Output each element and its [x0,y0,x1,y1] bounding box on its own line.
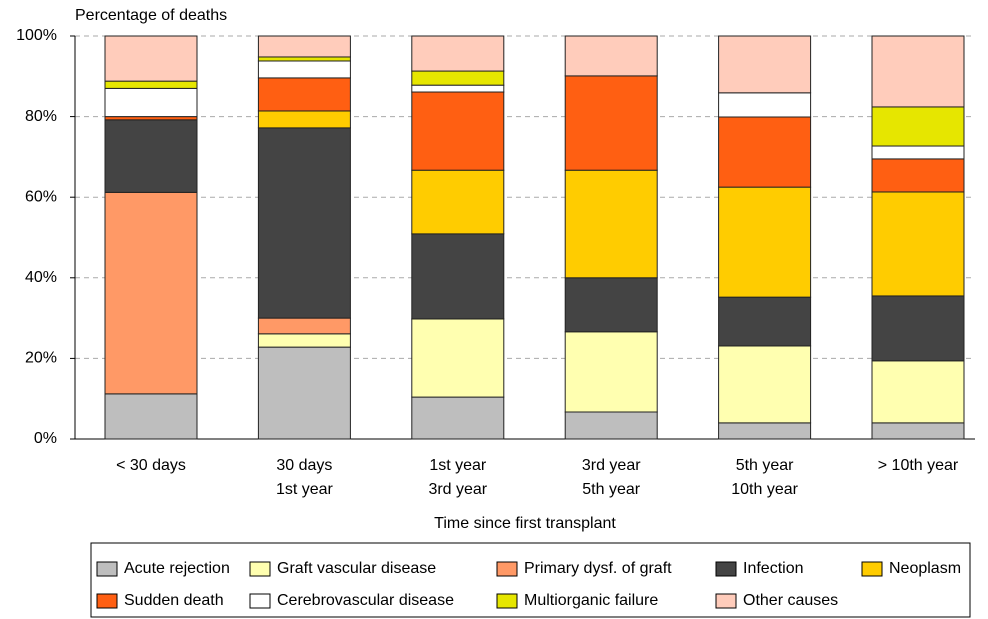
legend-label: Other causes [743,592,838,609]
legend-label: Graft vascular disease [277,560,436,577]
legend-swatch [496,561,518,577]
legend-box [90,542,971,618]
bar-segment [104,87,198,118]
bar-segment [718,186,812,298]
bar-segment [718,92,812,118]
legend-label: Cerebrovascular disease [277,592,454,609]
legend-label: Primary dysf. of graft [524,560,672,577]
bar-segment [257,127,351,319]
x-tick-label: 1st year [276,481,334,498]
legend-label: Infection [743,560,803,577]
bar-segment [718,116,812,188]
bar-segment [564,169,658,279]
bar-segment [718,35,812,94]
bar-segment [564,75,658,171]
bar-segment [871,106,965,147]
bar-segment [871,191,965,297]
legend-swatch [96,561,118,577]
bar-segment [257,60,351,79]
bar-segment [411,169,505,235]
legend-swatch [861,561,883,577]
x-axis-title: Time since first transplant [434,515,616,532]
bar-segment [871,158,965,193]
legend-swatch [96,593,118,609]
legend-label: Neoplasm [889,560,961,577]
bar-segment [871,295,965,362]
bar-segment [564,331,658,413]
y-tick-label: 20% [25,350,57,367]
bar-segment [871,422,965,440]
bar-segment [411,91,505,171]
x-tick-label: 10th year [731,481,798,498]
bar-segment [257,56,351,62]
y-tick-label: 40% [25,269,57,286]
y-tick-label: 0% [34,430,57,447]
bar-segment [104,119,198,193]
bar-segment [257,110,351,129]
x-tick-label: 3rd year [428,481,487,498]
bar-segment [411,35,505,72]
x-tick-label: 3rd year [582,457,641,474]
bar-segment [871,145,965,160]
bar-segment [564,411,658,440]
y-tick-label: 60% [25,188,57,205]
bar-segment [564,277,658,333]
y-tick-label: 80% [25,108,57,125]
bar-segment [104,393,198,440]
bar-segment [257,333,351,348]
y-tick-label: 100% [16,27,57,44]
bar-segment [104,35,198,82]
bar-segment [564,35,658,77]
bar-segment [871,35,965,108]
bar-segment [411,70,505,86]
bar-segment [104,191,198,395]
bar-segment [411,318,505,398]
x-tick-label: > 10th year [878,457,959,474]
x-tick-label: < 30 days [116,457,186,474]
bar-segment [718,345,812,424]
legend-label: Sudden death [124,592,224,609]
legend-swatch [715,561,737,577]
bar-segment [257,346,351,440]
legend-label: Acute rejection [124,560,230,577]
bar-segment [257,77,351,112]
bar-segment [871,360,965,424]
legend-swatch [496,593,518,609]
x-tick-label: 5th year [582,481,640,498]
bar-segment [104,80,198,89]
bar-segment [411,233,505,320]
bar-segment [718,422,812,440]
legend-swatch [249,593,271,609]
y-axis-title: Percentage of deaths [75,7,227,24]
bar-segment [718,296,812,347]
bar-segment [257,317,351,335]
bar-segment [411,396,505,440]
bar-segment [257,35,351,58]
legend-swatch [249,561,271,577]
legend-label: Multiorganic failure [524,592,658,609]
x-tick-label: 1st year [429,457,487,474]
x-tick-label: 5th year [736,457,794,474]
bar-segment [411,84,505,93]
legend-swatch [715,593,737,609]
x-tick-label: 30 days [276,457,332,474]
